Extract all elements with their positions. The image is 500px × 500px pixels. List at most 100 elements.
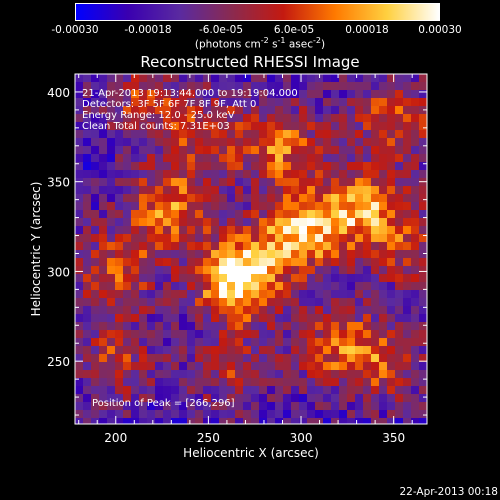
heatmap-cell [83,226,91,234]
heatmap-cell [83,322,91,330]
heatmap-cell [155,298,163,306]
heatmap-cell [251,362,259,370]
y-axis-label: Heliocentric Y (arcsec) [29,182,43,317]
heatmap-cell [123,378,131,386]
heatmap-cell [163,162,171,170]
heatmap-cell [419,258,427,266]
heatmap-cell [179,154,187,162]
heatmap-cell [387,250,395,258]
heatmap-cell [355,98,363,106]
heatmap-cell [331,250,339,258]
heatmap-cell [371,250,379,258]
heatmap-cell [115,106,123,114]
heatmap-cell [379,410,387,418]
y-tick-label: 400 [47,86,70,100]
heatmap-cell [99,362,107,370]
heatmap-cell [171,98,179,106]
heatmap-cell [235,106,243,114]
heatmap-cell [75,410,83,418]
heatmap-cell [91,394,99,402]
heatmap-cell [363,362,371,370]
heatmap-cell [283,410,291,418]
heatmap-cell [363,250,371,258]
heatmap-cell [139,418,147,424]
heatmap-cell [347,242,355,250]
heatmap-cell [307,82,315,90]
heatmap-cell [259,226,267,234]
heatmap-cell [115,242,123,250]
heatmap-cell [75,274,83,282]
heatmap-cell [75,114,83,122]
heatmap-cell [283,154,291,162]
heatmap-cell [395,298,403,306]
heatmap-cell [307,202,315,210]
heatmap-cell [219,130,227,138]
heatmap-cell [411,90,419,98]
heatmap-cell [171,242,179,250]
heatmap-cell [331,162,339,170]
colorbar-tick: 6.0e-05 [273,24,315,36]
heatmap-cell [379,90,387,98]
heatmap-cell [187,258,195,266]
heatmap-cell [187,202,195,210]
heatmap-cell [267,290,275,298]
heatmap-cell [147,354,155,362]
heatmap-cell [155,386,163,394]
heatmap-cell [123,138,131,146]
heatmap-cell [107,114,115,122]
heatmap-cell [371,258,379,266]
heatmap-cell [155,290,163,298]
heatmap-cell [331,282,339,290]
heatmap-cell [243,266,251,274]
heatmap-cell [115,386,123,394]
heatmap-cell [291,74,299,82]
heatmap-cell [211,170,219,178]
heatmap-cell [299,82,307,90]
heatmap-cell [219,234,227,242]
heatmap-cell [75,370,83,378]
heatmap-cell [75,194,83,202]
heatmap-cell [179,162,187,170]
heatmap-cell [307,194,315,202]
heatmap-cell [99,306,107,314]
heatmap-cell [259,394,267,402]
heatmap-cell [123,322,131,330]
heatmap-cell [379,346,387,354]
heatmap-cell [267,314,275,322]
heatmap-cell [219,114,227,122]
heatmap-cell [163,234,171,242]
heatmap-cell [403,138,411,146]
heatmap-cell [107,402,115,410]
heatmap-cell [267,170,275,178]
heatmap-cell [147,362,155,370]
heatmap-cell [387,194,395,202]
heatmap-cell [379,370,387,378]
heatmap-cell [363,186,371,194]
heatmap-cell [251,146,259,154]
heatmap-cell [307,178,315,186]
heatmap-cell [339,210,347,218]
heatmap-cell [227,90,235,98]
heatmap-cell [211,418,219,424]
heatmap-cell [395,106,403,114]
heatmap-cell [107,362,115,370]
heatmap-cell [179,138,187,146]
heatmap-cell [259,74,267,82]
heatmap-cell [107,314,115,322]
heatmap-cell [403,354,411,362]
heatmap-cell [323,394,331,402]
heatmap-cell [187,418,195,424]
heatmap-cell [387,186,395,194]
heatmap-cell [163,386,171,394]
heatmap-cell [163,338,171,346]
heatmap-cell [107,282,115,290]
heatmap-cell [379,138,387,146]
heatmap-cell [107,234,115,242]
heatmap-cell [179,370,187,378]
heatmap-cell [171,170,179,178]
heatmap-cell [83,258,91,266]
heatmap-cell [219,162,227,170]
heatmap-cell [83,338,91,346]
heatmap-cell [83,106,91,114]
heatmap-cell [131,98,139,106]
